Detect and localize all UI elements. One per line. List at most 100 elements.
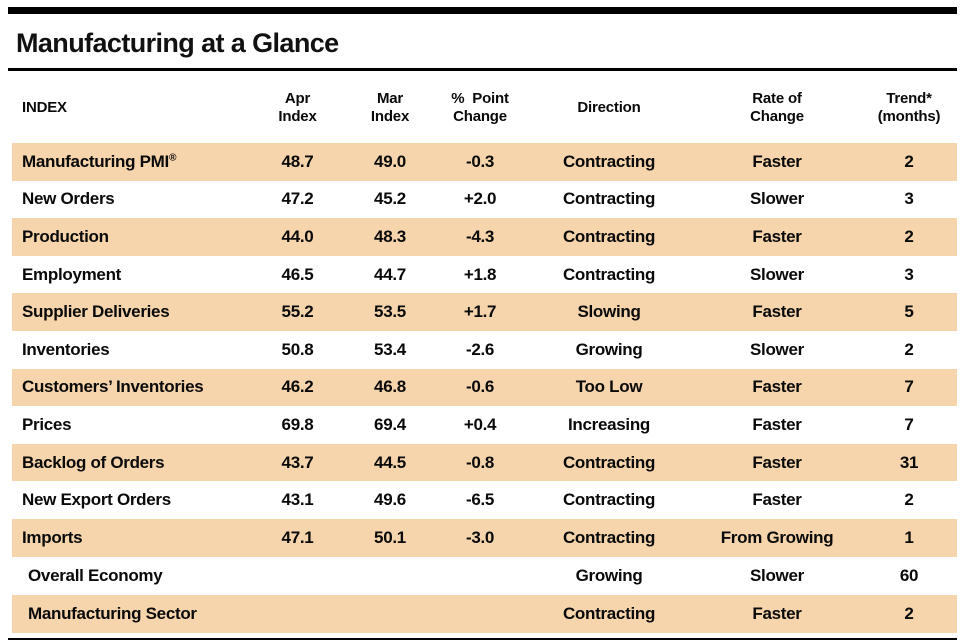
column-header-point-change: % Point Change	[451, 89, 509, 125]
apr-index-value: 48.7	[281, 151, 314, 171]
summary-row-overall-economy: Overall Economy Growing Slower 60	[12, 557, 957, 595]
rate-of-change-value: Slower	[750, 565, 804, 585]
row-label: Employment	[22, 264, 122, 284]
trend-value: 3	[904, 264, 914, 284]
trend-value: 31	[899, 452, 919, 472]
direction-value: Contracting	[562, 151, 656, 171]
column-header-mar-index: Mar Index	[370, 89, 410, 125]
trend-value: 60	[899, 565, 919, 585]
apr-index-value: 47.1	[281, 527, 314, 547]
trend-value: 3	[904, 189, 914, 209]
row-label: Manufacturing Sector	[28, 603, 197, 623]
trend-value: 2	[904, 490, 914, 510]
apr-index-value: 44.0	[281, 226, 314, 246]
point-change-value: -0.8	[465, 452, 495, 472]
mar-index-value: 69.4	[374, 414, 406, 434]
point-change-value: +1.8	[463, 264, 497, 284]
summary-row-manufacturing-sector: Manufacturing Sector Contracting Faster …	[12, 594, 957, 633]
rate-of-change-value: Slower	[750, 339, 804, 359]
column-header-rate-of-change: Rate of Change	[750, 89, 804, 125]
rate-of-change-value: Faster	[752, 226, 802, 246]
direction-value: Increasing	[567, 414, 651, 434]
row-label: Customers’ Inventories	[22, 377, 204, 397]
apr-index-value: 43.1	[281, 490, 314, 510]
row-label: New Orders	[22, 189, 115, 209]
trend-value: 1	[904, 527, 914, 547]
trend-value: 2	[904, 339, 914, 359]
mar-index-value: 46.8	[374, 377, 406, 397]
direction-value: Contracting	[562, 603, 656, 623]
column-header-direction: Direction	[577, 99, 641, 116]
table-row-manufacturing-pmi: Manufacturing PMI® 48.7 49.0 -0.3 Contra…	[12, 143, 957, 181]
mar-index-value: 48.3	[374, 226, 406, 246]
direction-value: Contracting	[562, 189, 656, 209]
mar-index-value: 49.0	[374, 151, 406, 171]
mar-index-value: 49.6	[374, 490, 406, 510]
row-label: Overall Economy	[28, 565, 163, 585]
direction-value: Slowing	[577, 302, 641, 322]
point-change-value: +2.0	[463, 189, 497, 209]
apr-index-value: 50.8	[281, 339, 314, 359]
mar-index-value: 50.1	[374, 527, 406, 547]
row-label: Prices	[22, 414, 72, 434]
direction-value: Contracting	[562, 264, 656, 284]
rate-of-change-value: Faster	[752, 452, 802, 472]
mar-index-value: 44.7	[374, 264, 406, 284]
apr-index-value: 47.2	[281, 189, 314, 209]
point-change-value: +0.4	[463, 414, 497, 434]
apr-index-value: 46.5	[281, 264, 314, 284]
apr-index-value: 43.7	[281, 452, 314, 472]
mar-index-value: 53.5	[374, 302, 406, 322]
trend-value: 2	[904, 603, 914, 623]
table-row-inventories: Inventories 50.8 53.4 -2.6 Growing Slowe…	[12, 331, 957, 369]
bottom-rule	[8, 638, 957, 640]
point-change-value: -0.3	[465, 151, 495, 171]
trend-value: 2	[904, 226, 914, 246]
point-change-value: -0.6	[465, 377, 495, 397]
row-label: New Export Orders	[22, 490, 171, 510]
row-label: Manufacturing PMI®	[22, 151, 177, 171]
glance-table: INDEX Apr Index Mar Index % Point Change…	[12, 72, 957, 633]
table-row-new-export-orders: New Export Orders 43.1 49.6 -6.5 Contrac…	[12, 481, 957, 519]
title-rule	[8, 68, 957, 71]
row-label: Supplier Deliveries	[22, 302, 170, 322]
direction-value: Contracting	[562, 452, 656, 472]
rate-of-change-value: Faster	[752, 151, 802, 171]
rate-of-change-value: Slower	[750, 264, 804, 284]
direction-value: Contracting	[562, 226, 656, 246]
trend-value: 7	[904, 414, 914, 434]
mar-index-value: 44.5	[374, 452, 406, 472]
rate-of-change-value: From Growing	[720, 527, 834, 547]
row-label: Inventories	[22, 339, 110, 359]
top-rule	[8, 7, 957, 14]
rate-of-change-value: Faster	[752, 603, 802, 623]
direction-value: Contracting	[562, 527, 656, 547]
row-label: Imports	[22, 527, 83, 547]
trend-value: 2	[904, 151, 914, 171]
table-row-backlog-of-orders: Backlog of Orders 43.7 44.5 -0.8 Contrac…	[12, 443, 957, 482]
apr-index-value: 55.2	[281, 302, 314, 322]
column-header-trend-months: Trend* (months)	[877, 89, 941, 125]
mar-index-value: 53.4	[374, 339, 406, 359]
table-header-row: INDEX Apr Index Mar Index % Point Change…	[12, 72, 957, 143]
rate-of-change-value: Faster	[752, 302, 802, 322]
table-row-supplier-deliveries: Supplier Deliveries 55.2 53.5 +1.7 Slowi…	[12, 293, 957, 331]
direction-value: Too Low	[575, 377, 643, 397]
column-header-index: INDEX	[22, 99, 67, 116]
table-row-customers-inventories: Customers’ Inventories 46.2 46.8 -0.6 To…	[12, 368, 957, 407]
rate-of-change-value: Faster	[752, 377, 802, 397]
column-header-apr-index: Apr Index	[278, 89, 317, 125]
page-title: Manufacturing at a Glance	[16, 28, 339, 58]
row-label: Production	[22, 226, 109, 246]
rate-of-change-value: Faster	[752, 414, 802, 434]
registered-mark: ®	[168, 152, 177, 164]
table-row-prices: Prices 69.8 69.4 +0.4 Increasing Faster …	[12, 406, 957, 444]
direction-value: Growing	[575, 339, 643, 359]
table-row-employment: Employment 46.5 44.7 +1.8 Contracting Sl…	[12, 256, 957, 294]
row-label: Backlog of Orders	[22, 452, 165, 472]
rate-of-change-value: Faster	[752, 490, 802, 510]
direction-value: Growing	[575, 565, 643, 585]
point-change-value: -3.0	[465, 527, 495, 547]
trend-value: 5	[904, 302, 914, 322]
